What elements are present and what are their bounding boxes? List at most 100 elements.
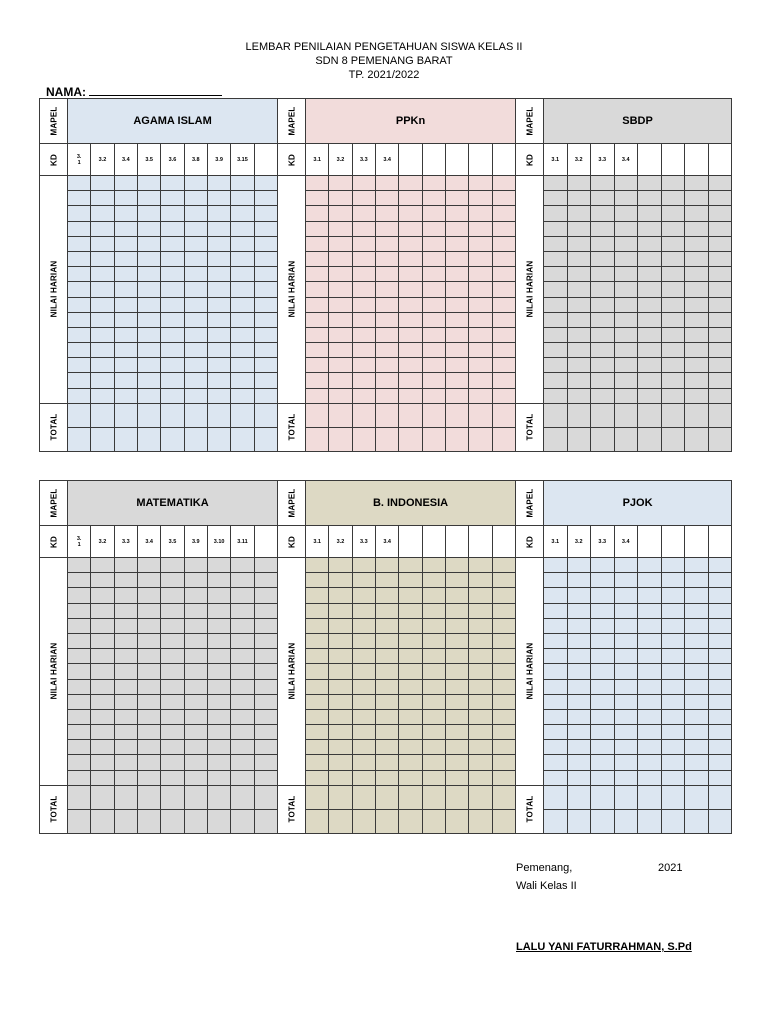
score-cell[interactable] bbox=[253, 190, 279, 207]
score-cell[interactable] bbox=[183, 250, 208, 268]
score-cell[interactable] bbox=[543, 342, 568, 359]
score-cell[interactable] bbox=[613, 708, 638, 726]
score-cell[interactable] bbox=[351, 220, 376, 237]
score-cell[interactable] bbox=[160, 342, 185, 359]
score-cell[interactable] bbox=[160, 648, 185, 665]
score-cell[interactable] bbox=[304, 250, 330, 268]
score-cell[interactable] bbox=[421, 708, 446, 726]
score-cell[interactable] bbox=[206, 693, 232, 710]
score-cell[interactable] bbox=[684, 311, 709, 328]
total-cell[interactable] bbox=[351, 784, 376, 810]
score-cell[interactable] bbox=[398, 754, 423, 771]
score-cell[interactable] bbox=[90, 266, 115, 283]
score-cell[interactable] bbox=[183, 556, 208, 574]
total-cell[interactable] bbox=[684, 808, 709, 834]
total-cell[interactable] bbox=[136, 402, 162, 428]
score-cell[interactable] bbox=[206, 739, 232, 756]
score-cell[interactable] bbox=[590, 326, 615, 344]
score-cell[interactable] bbox=[468, 220, 493, 237]
score-cell[interactable] bbox=[113, 250, 138, 268]
score-cell[interactable] bbox=[444, 663, 470, 680]
total-cell[interactable] bbox=[160, 808, 185, 834]
score-cell[interactable] bbox=[206, 708, 232, 726]
score-cell[interactable] bbox=[398, 342, 423, 359]
total-cell[interactable] bbox=[230, 402, 255, 428]
score-cell[interactable] bbox=[183, 724, 208, 741]
score-cell[interactable] bbox=[66, 220, 92, 237]
score-cell[interactable] bbox=[328, 357, 353, 374]
score-cell[interactable] bbox=[707, 205, 733, 222]
total-cell[interactable] bbox=[136, 808, 162, 834]
score-cell[interactable] bbox=[684, 617, 709, 634]
score-cell[interactable] bbox=[590, 357, 615, 374]
score-cell[interactable] bbox=[304, 754, 330, 771]
score-cell[interactable] bbox=[444, 693, 470, 710]
score-cell[interactable] bbox=[160, 739, 185, 756]
score-cell[interactable] bbox=[398, 587, 423, 604]
score-cell[interactable] bbox=[398, 572, 423, 589]
score-cell[interactable] bbox=[160, 387, 185, 404]
score-cell[interactable] bbox=[328, 281, 353, 298]
score-cell[interactable] bbox=[374, 708, 400, 726]
score-cell[interactable] bbox=[590, 648, 615, 665]
score-cell[interactable] bbox=[684, 724, 709, 741]
score-cell[interactable] bbox=[230, 235, 255, 252]
score-cell[interactable] bbox=[684, 693, 709, 710]
score-cell[interactable] bbox=[113, 190, 138, 207]
score-cell[interactable] bbox=[90, 174, 115, 192]
score-cell[interactable] bbox=[491, 266, 517, 283]
score-cell[interactable] bbox=[660, 250, 685, 268]
score-cell[interactable] bbox=[398, 708, 423, 726]
score-cell[interactable] bbox=[421, 739, 446, 756]
score-cell[interactable] bbox=[468, 190, 493, 207]
score-cell[interactable] bbox=[374, 342, 400, 359]
score-cell[interactable] bbox=[113, 754, 138, 771]
score-cell[interactable] bbox=[444, 311, 470, 328]
total-cell[interactable] bbox=[444, 426, 470, 452]
score-cell[interactable] bbox=[160, 693, 185, 710]
score-cell[interactable] bbox=[707, 708, 733, 726]
score-cell[interactable] bbox=[328, 266, 353, 283]
score-cell[interactable] bbox=[90, 311, 115, 328]
score-cell[interactable] bbox=[684, 587, 709, 604]
score-cell[interactable] bbox=[66, 387, 92, 404]
score-cell[interactable] bbox=[66, 235, 92, 252]
score-cell[interactable] bbox=[374, 617, 400, 634]
score-cell[interactable] bbox=[90, 678, 115, 695]
score-cell[interactable] bbox=[491, 235, 517, 252]
score-cell[interactable] bbox=[398, 281, 423, 298]
score-cell[interactable] bbox=[66, 678, 92, 695]
score-cell[interactable] bbox=[491, 663, 517, 680]
score-cell[interactable] bbox=[444, 372, 470, 389]
score-cell[interactable] bbox=[90, 220, 115, 237]
score-cell[interactable] bbox=[304, 342, 330, 359]
score-cell[interactable] bbox=[444, 572, 470, 589]
total-cell[interactable] bbox=[253, 402, 279, 428]
total-cell[interactable] bbox=[230, 784, 255, 810]
score-cell[interactable] bbox=[253, 250, 279, 268]
score-cell[interactable] bbox=[398, 296, 423, 313]
total-cell[interactable] bbox=[374, 426, 400, 452]
total-cell[interactable] bbox=[590, 426, 615, 452]
score-cell[interactable] bbox=[590, 769, 615, 786]
total-cell[interactable] bbox=[374, 784, 400, 810]
score-cell[interactable] bbox=[637, 724, 662, 741]
score-cell[interactable] bbox=[637, 602, 662, 619]
score-cell[interactable] bbox=[491, 326, 517, 344]
score-cell[interactable] bbox=[206, 617, 232, 634]
total-cell[interactable] bbox=[491, 402, 517, 428]
score-cell[interactable] bbox=[398, 769, 423, 786]
score-cell[interactable] bbox=[183, 632, 208, 650]
total-cell[interactable] bbox=[707, 402, 733, 428]
score-cell[interactable] bbox=[590, 739, 615, 756]
score-cell[interactable] bbox=[684, 648, 709, 665]
score-cell[interactable] bbox=[160, 296, 185, 313]
score-cell[interactable] bbox=[351, 632, 376, 650]
score-cell[interactable] bbox=[660, 235, 685, 252]
score-cell[interactable] bbox=[328, 342, 353, 359]
score-cell[interactable] bbox=[637, 220, 662, 237]
total-cell[interactable] bbox=[253, 808, 279, 834]
score-cell[interactable] bbox=[543, 357, 568, 374]
score-cell[interactable] bbox=[136, 617, 162, 634]
score-cell[interactable] bbox=[66, 693, 92, 710]
